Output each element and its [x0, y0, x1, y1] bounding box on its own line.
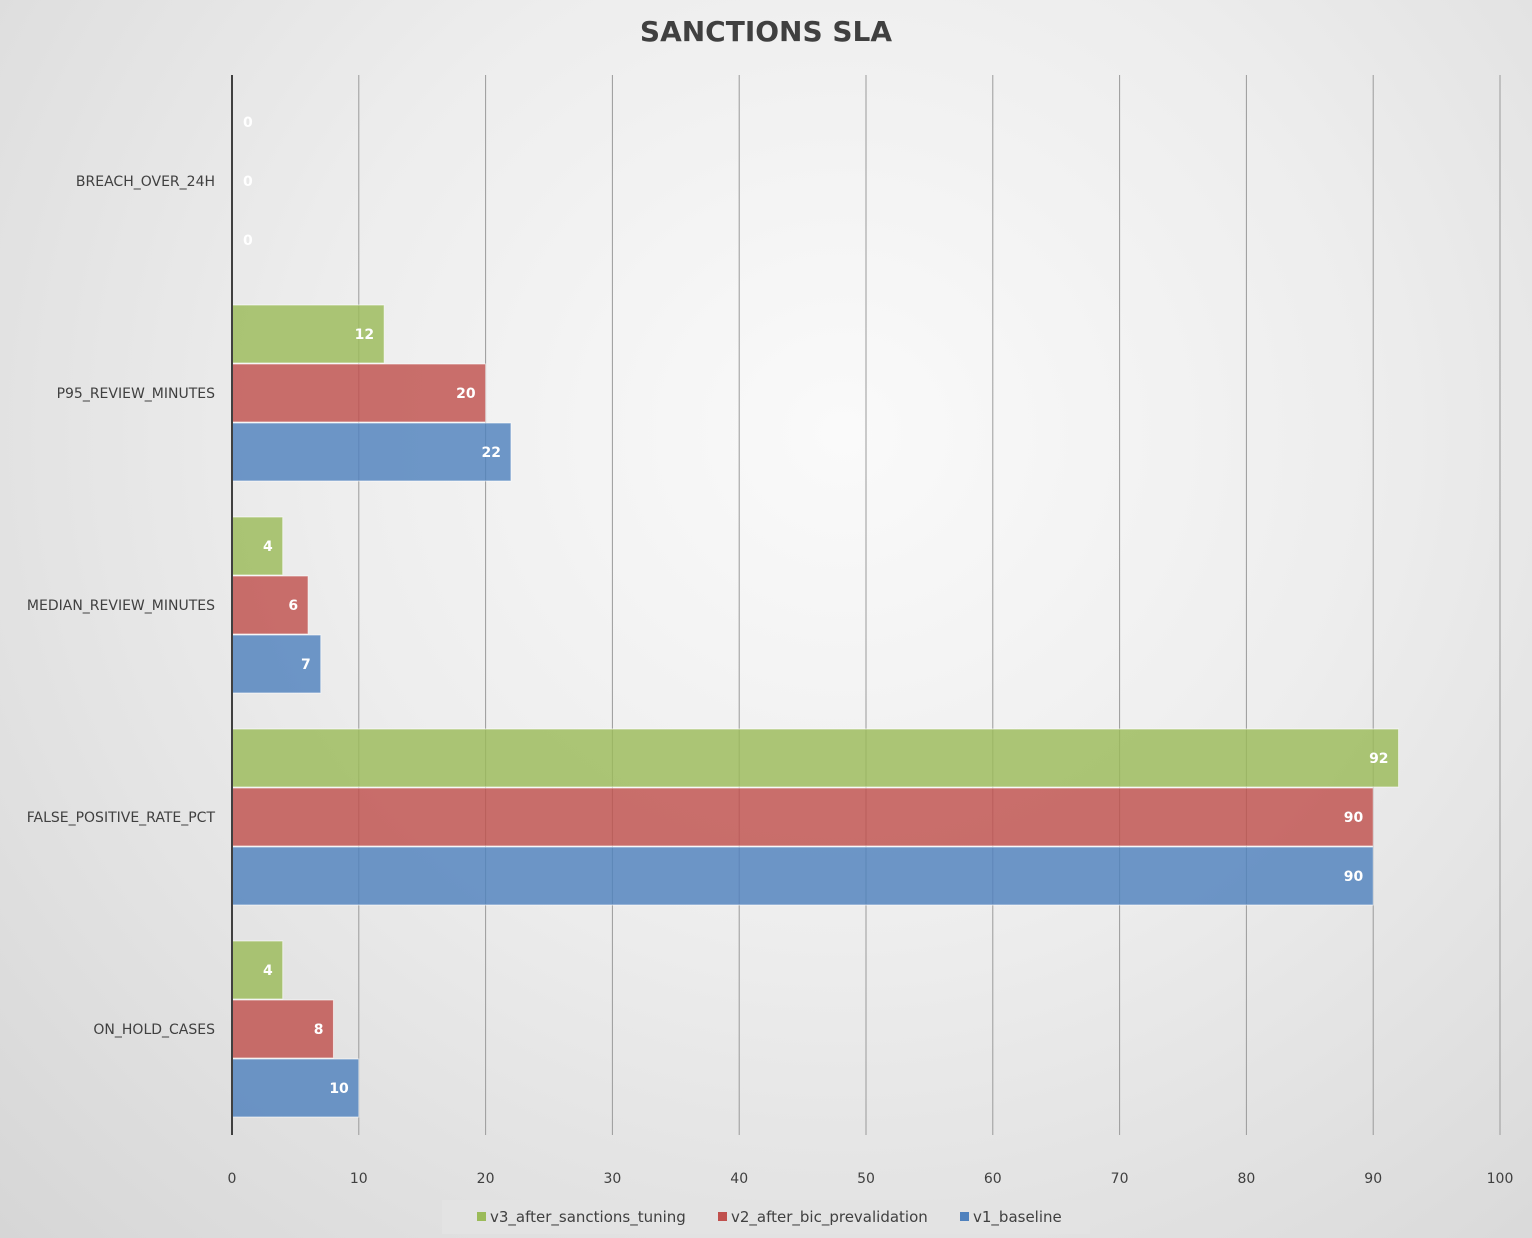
data-label: 0	[243, 115, 253, 131]
bar-v3_after_sanctions_tuning	[231, 304, 385, 364]
data-label: 4	[263, 539, 273, 555]
legend-box	[442, 1200, 1090, 1234]
x-tick-label: 50	[857, 1171, 875, 1187]
category-label: BREACH_OVER_24H	[76, 174, 215, 190]
bar-v1_baseline	[231, 422, 512, 482]
data-label: 4	[263, 963, 273, 979]
bar-v1_baseline	[231, 846, 1374, 906]
legend-swatch	[718, 1212, 727, 1221]
category-label: FALSE_POSITIVE_RATE_PCT	[27, 810, 216, 826]
axes: 0 10 20 30 40 50 60 70 80 90 100BREACH_OVER_24HP95…	[27, 75, 1514, 1187]
x-tick-label: 100	[1487, 1171, 1514, 1187]
x-tick-label: 20	[477, 1171, 495, 1187]
data-labels: 0 0 0 12 20 22 4 6 7 92 90 90 4 8 10	[243, 115, 1389, 1097]
x-tick-label: 30	[603, 1171, 621, 1187]
bar-v3_after_sanctions_tuning	[231, 940, 284, 1000]
data-label: 0	[243, 174, 253, 190]
data-label: 92	[1369, 751, 1388, 767]
data-label: 7	[301, 657, 311, 673]
legend-label: v2_after_bic_prevalidation	[731, 1208, 928, 1227]
bar-v2_after_bic_prevalidation	[231, 363, 487, 423]
data-label: 8	[314, 1022, 324, 1038]
bars	[231, 304, 1400, 1118]
data-label: 10	[329, 1081, 349, 1097]
data-label: 20	[456, 386, 476, 402]
chart-title: SANCTIONS SLA	[640, 15, 892, 48]
data-label: 22	[481, 445, 500, 461]
x-tick-label: 80	[1237, 1171, 1255, 1187]
x-tick-label: 10	[350, 1171, 368, 1187]
bar-v2_after_bic_prevalidation	[231, 787, 1374, 847]
legend-swatch	[477, 1212, 486, 1221]
x-tick-label: 90	[1364, 1171, 1382, 1187]
bar-v3_after_sanctions_tuning	[231, 728, 1400, 788]
x-tick-label: 40	[730, 1171, 748, 1187]
category-label: P95_REVIEW_MINUTES	[57, 386, 216, 402]
category-label: MEDIAN_REVIEW_MINUTES	[27, 598, 215, 614]
legend: v3_after_sanctions_tuning v2_after_bic_pr…	[442, 1200, 1090, 1234]
gridlines	[358, 75, 1501, 1135]
x-tick-label: 0	[228, 1171, 237, 1187]
bar-v3_after_sanctions_tuning	[231, 516, 284, 576]
data-label: 90	[1344, 810, 1364, 826]
category-label: ON_HOLD_CASES	[93, 1022, 215, 1038]
data-label: 12	[355, 327, 374, 343]
data-label: 6	[288, 598, 298, 614]
x-tick-label: 60	[984, 1171, 1002, 1187]
legend-label: v1_baseline	[973, 1208, 1062, 1227]
x-tick-label: 70	[1111, 1171, 1129, 1187]
legend-swatch	[960, 1212, 969, 1221]
data-label: 90	[1344, 869, 1364, 885]
data-label: 0	[243, 233, 253, 249]
legend-label: v3_after_sanctions_tuning	[490, 1208, 686, 1227]
